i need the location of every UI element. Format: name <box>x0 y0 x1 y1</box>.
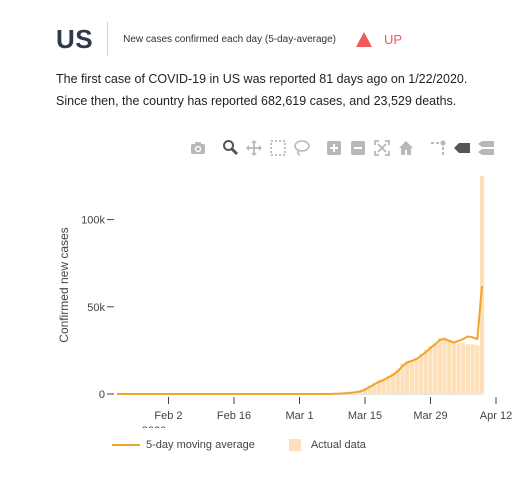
actual-data-bar <box>451 341 457 394</box>
chart-subtitle: New cases confirmed each day (5-day-aver… <box>123 33 337 45</box>
actual-data-bar <box>433 342 438 394</box>
actual-data-bar <box>437 338 442 394</box>
x-tick-label: Feb 2 <box>154 410 182 422</box>
summary-line-2: Since then, the country has reported 682… <box>56 94 457 108</box>
actual-data-bar <box>456 343 461 394</box>
hover-compare-icon[interactable] <box>478 141 494 155</box>
actual-data-bar <box>400 363 405 394</box>
header-divider <box>107 22 109 56</box>
moving-average-line <box>117 285 483 395</box>
actual-data-bar <box>465 344 471 394</box>
actual-data-bar <box>409 359 414 394</box>
autoscale-icon[interactable] <box>374 140 390 156</box>
y-tick-label: 50k <box>87 302 105 314</box>
x-axis-ticks: Feb 2 Feb 16 Mar 1 Mar 15 Mar 29 Apr 12 <box>154 397 512 422</box>
actual-data-bar <box>461 342 466 394</box>
actual-data-bar <box>386 375 391 394</box>
actual-data-bar <box>367 385 372 394</box>
actual-data-bar <box>428 346 433 394</box>
chart-toolbar <box>191 140 494 156</box>
actual-data-bar <box>372 382 377 394</box>
actual-data-bar <box>381 378 386 394</box>
actual-data-bar <box>395 368 400 394</box>
reset-axes-icon[interactable] <box>399 141 413 155</box>
actual-data-bar <box>479 176 485 394</box>
actual-data-bar <box>423 349 428 394</box>
legend-line-label: 5-day moving average <box>146 439 255 451</box>
actual-data-bar <box>390 373 396 394</box>
y-axis-ticks: 0 50k 100k <box>81 215 114 401</box>
triangle-up-icon <box>356 31 373 47</box>
zoom-in-icon[interactable] <box>327 141 341 155</box>
chart-legend: 5-day moving average Actual data <box>112 436 366 454</box>
trend-label: UP <box>384 31 403 47</box>
chart-header: US New cases confirmed each day (5-day-a… <box>56 22 402 56</box>
legend-bar-swatch <box>288 439 301 451</box>
actual-data-bar <box>475 345 480 394</box>
actual-data-bar <box>419 353 424 394</box>
zoom-icon[interactable] <box>223 140 239 156</box>
actual-data-bar <box>405 360 410 394</box>
zoom-out-icon[interactable] <box>351 141 365 155</box>
actual-data-bar <box>442 337 447 394</box>
camera-icon[interactable] <box>191 142 205 154</box>
box-select-icon[interactable] <box>270 140 286 156</box>
actual-data-bar <box>447 339 452 394</box>
x-tick-label: Apr 12 <box>480 410 512 422</box>
hover-closest-icon[interactable] <box>454 143 470 153</box>
legend-bar-label: Actual data <box>310 439 366 451</box>
actual-data-bar <box>414 357 419 394</box>
y-tick-label: 0 <box>99 389 105 401</box>
x-tick-label: Mar 15 <box>348 410 382 422</box>
y-tick-label: 100k <box>81 215 105 227</box>
legend-line-swatch <box>112 444 140 446</box>
summary-line-1: The first case of COVID-19 in US was rep… <box>56 72 468 86</box>
x-tick-label: Mar 1 <box>285 410 313 422</box>
summary-text: The first case of COVID-19 in US was rep… <box>56 68 516 112</box>
trend-indicator: UP <box>356 31 403 47</box>
pan-icon[interactable] <box>246 140 262 156</box>
actual-data-bars <box>330 176 485 394</box>
x-tick-label: Feb 16 <box>217 410 251 422</box>
x-axis-year-mask <box>130 428 180 440</box>
actual-data-bar <box>470 344 475 394</box>
actual-data-bar <box>362 387 368 394</box>
lasso-select-icon[interactable] <box>294 140 310 156</box>
y-axis-label: Confirmed new cases <box>57 227 71 342</box>
spike-lines-icon[interactable] <box>431 140 446 156</box>
actual-data-bar <box>376 380 382 394</box>
country-name: US <box>56 23 94 54</box>
x-tick-label: Mar 29 <box>413 410 447 422</box>
